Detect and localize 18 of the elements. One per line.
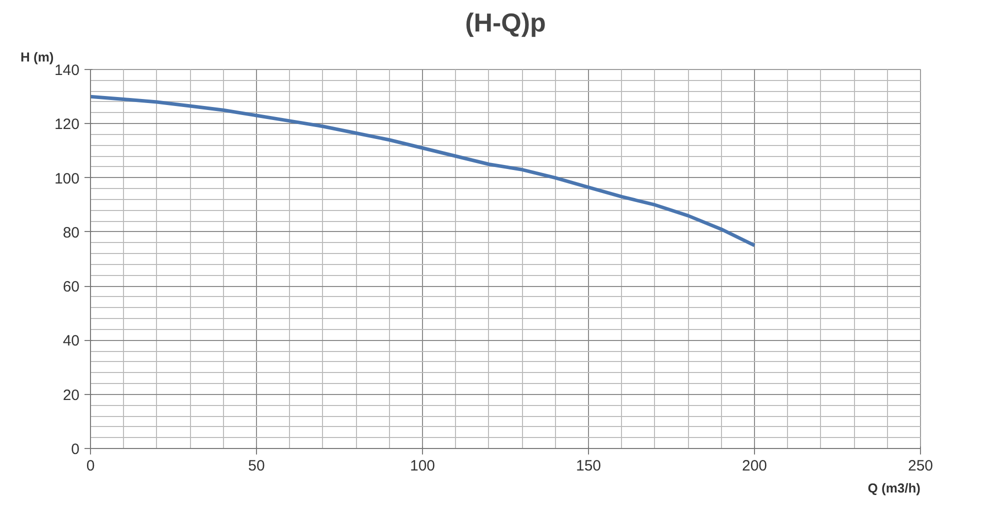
x-tick-label: 0 (86, 458, 95, 474)
y-tick-label: 60 (62, 278, 80, 296)
x-tick-label: 150 (576, 458, 602, 474)
y-tick-label: 140 (54, 62, 80, 79)
x-axis-title: Q (m3/h) (868, 480, 921, 496)
x-tick-label: 100 (410, 458, 436, 474)
y-tick-label: 80 (62, 224, 80, 242)
y-tick-label: 0 (71, 441, 80, 458)
y-axis-title: H (m) (20, 50, 54, 64)
y-tick-label: 40 (62, 332, 80, 350)
x-tick-label: 50 (248, 458, 265, 474)
x-tick-label: 200 (742, 458, 768, 474)
y-tick-label: 20 (62, 386, 80, 404)
line-series (90, 94, 756, 248)
y-tick-label: 120 (54, 116, 80, 134)
y-tick-label: 100 (54, 170, 80, 188)
x-tick-label: 250 (908, 458, 934, 474)
chart-title: (H-Q)p (465, 8, 546, 38)
